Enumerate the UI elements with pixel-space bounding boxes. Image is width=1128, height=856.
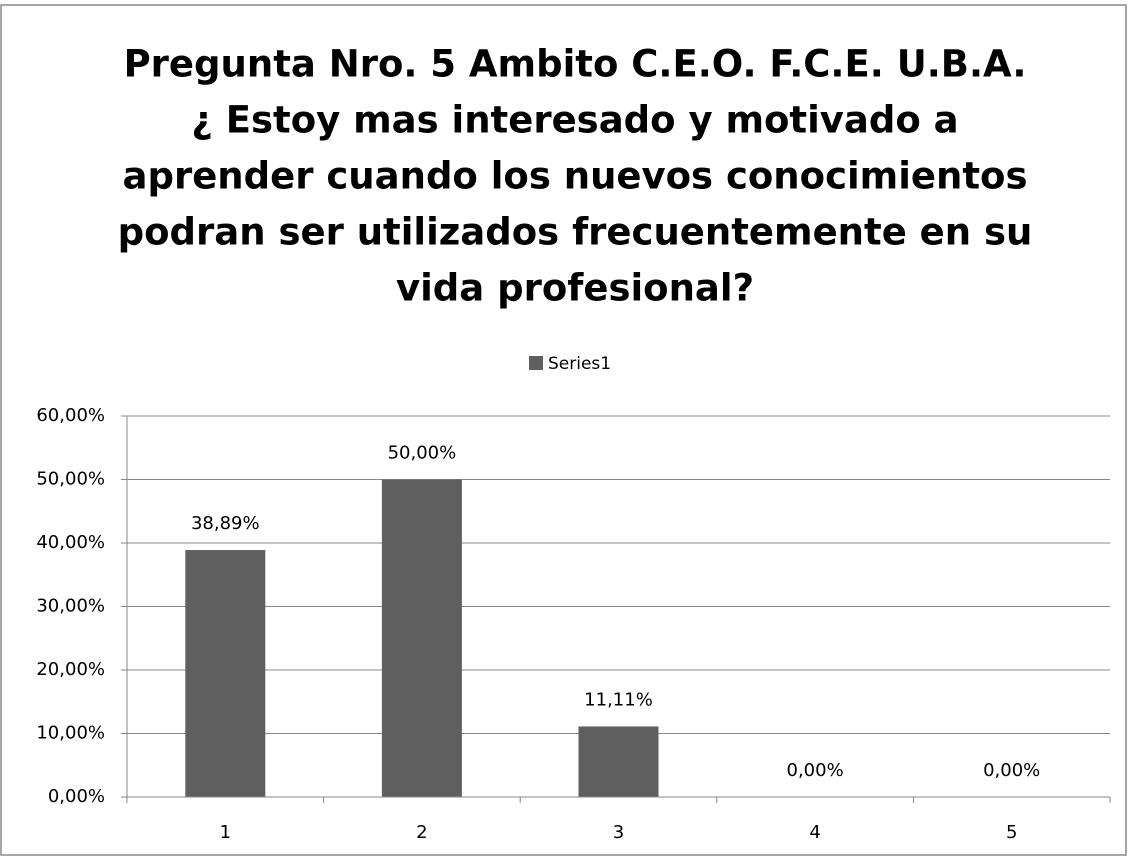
data-label: 50,00% xyxy=(388,443,457,464)
chart-title: aprender cuando los nuevos conocimientos xyxy=(123,155,1028,198)
y-tick-label: 40,00% xyxy=(36,532,105,553)
x-tick-label: 4 xyxy=(809,822,820,843)
chart-title: Pregunta Nro. 5 Ambito C.E.O. F.C.E. U.B… xyxy=(124,43,1027,86)
x-tick-label: 3 xyxy=(613,822,624,843)
y-tick-label: 0,00% xyxy=(48,786,105,807)
y-tick-label: 60,00% xyxy=(36,405,105,426)
chart-title: podran ser utilizados frecuentemente en … xyxy=(118,211,1033,254)
y-tick-label: 30,00% xyxy=(36,596,105,617)
data-label: 11,11% xyxy=(584,689,653,710)
y-tick-label: 50,00% xyxy=(36,469,105,490)
x-tick-label: 1 xyxy=(220,822,231,843)
data-label: 0,00% xyxy=(983,760,1040,781)
x-tick-label: 2 xyxy=(416,822,427,843)
bar xyxy=(578,726,659,797)
data-label: 38,89% xyxy=(191,513,260,534)
x-tick-label: 5 xyxy=(1006,822,1017,843)
bar xyxy=(381,479,462,797)
chart-title: ¿ Estoy mas interesado y motivado a xyxy=(191,99,958,142)
y-tick-label: 20,00% xyxy=(36,659,105,680)
data-label: 0,00% xyxy=(787,760,844,781)
y-tick-label: 10,00% xyxy=(36,723,105,744)
legend-swatch xyxy=(529,356,543,370)
bar xyxy=(185,550,266,797)
legend-label: Series1 xyxy=(548,354,611,374)
chart-title: vida profesional? xyxy=(396,267,754,310)
